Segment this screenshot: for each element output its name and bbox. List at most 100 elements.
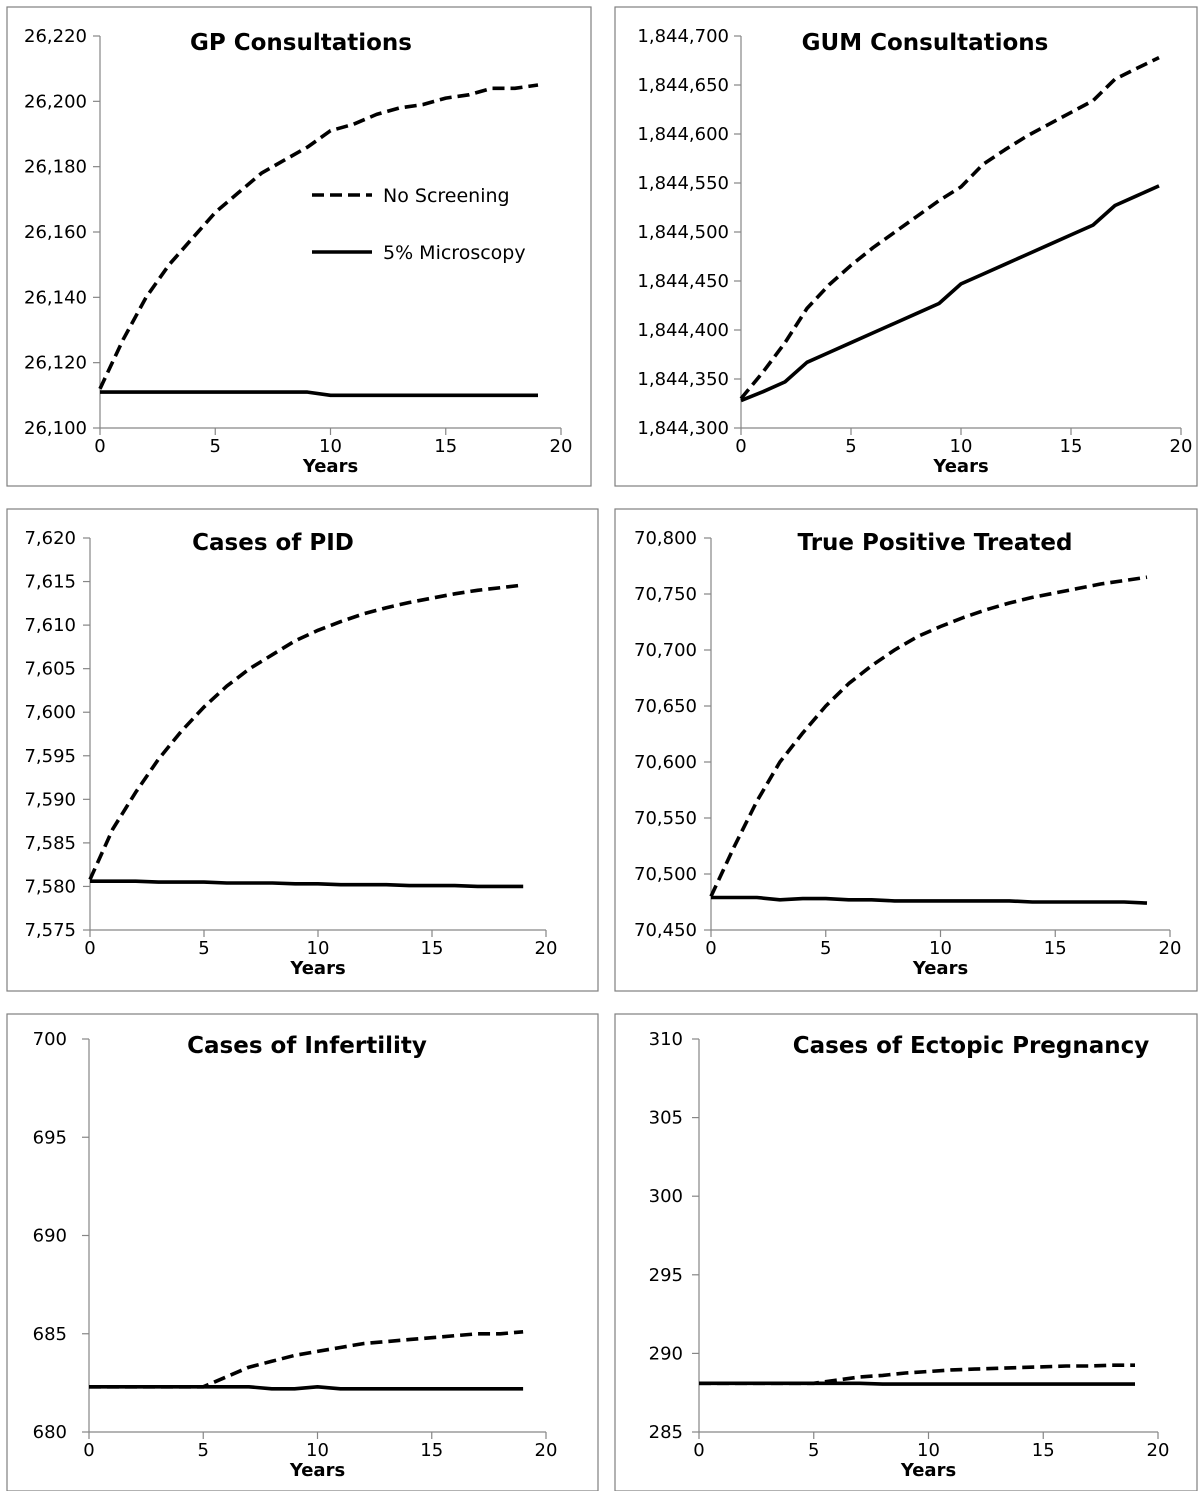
- series-line-no-screening: [88, 583, 524, 881]
- x-tick-label: 15: [434, 436, 457, 457]
- y-tick-label: 1,844,650: [637, 75, 729, 96]
- y-tick-label: 7,585: [24, 833, 76, 854]
- y-tick-label: 70,550: [634, 808, 697, 829]
- y-tick-label: 26,120: [24, 353, 87, 374]
- y-tick-label: 7,605: [24, 659, 76, 680]
- y-tick-label: 26,180: [24, 157, 87, 178]
- y-tick-label: 70,650: [634, 696, 697, 717]
- y-tick-label: 285: [649, 1422, 683, 1443]
- panel-frame: [614, 1013, 1198, 1491]
- chart-panel-2: 1,844,300 1,844,350 1,844,400 1,844,450 1,84…: [614, 6, 1198, 487]
- legend: No Screening 5% Microscopy: [312, 185, 526, 264]
- y-tick-label: 70,750: [634, 584, 697, 605]
- x-tick-label: 5: [808, 1440, 819, 1461]
- chart-title: Cases of Infertility: [187, 1033, 427, 1059]
- y-tick-label: 7,595: [24, 746, 76, 767]
- series-line-no-screening: [739, 55, 1160, 400]
- x-tick-label: 5: [820, 938, 831, 959]
- y-tick-label: 1,844,400: [637, 320, 729, 341]
- x-tick-label: 0: [83, 1440, 94, 1461]
- series-line-5pct-microscopy: [699, 1381, 1135, 1386]
- y-tick-label: 26,160: [24, 222, 87, 243]
- y-tick-label: 1,844,300: [637, 418, 729, 439]
- x-tick-label: 10: [950, 436, 973, 457]
- series-line-5pct-microscopy: [100, 390, 538, 398]
- y-tick-label: 70,600: [634, 752, 697, 773]
- y-tick-label: 1,844,600: [637, 124, 729, 145]
- y-tick-label: 70,450: [634, 920, 697, 941]
- x-tick-label: 5: [198, 938, 209, 959]
- y-tick-label: 685: [33, 1324, 67, 1345]
- chart-panel-1: 26,100 26,120 26,140 26,160 26,180 26,200 26,2…: [6, 6, 592, 487]
- x-tick-label: 15: [1044, 938, 1067, 959]
- x-tick-label: 5: [845, 436, 856, 457]
- series-line-no-screening: [709, 575, 1148, 898]
- y-tick-label: 680: [33, 1422, 67, 1443]
- legend-label: No Screening: [383, 185, 510, 207]
- x-tick-label: 20: [550, 436, 573, 457]
- y-tick-label: 290: [649, 1343, 683, 1364]
- y-tick-label: 70,700: [634, 640, 697, 661]
- series-line-5pct-microscopy: [89, 1385, 524, 1391]
- series-line-no-screening: [98, 83, 539, 390]
- x-tick-label: 10: [307, 938, 330, 959]
- x-tick-label: 10: [319, 436, 342, 457]
- chart-panel-6: 285 290 295 300 305 310 0 5 10 15 20 Years Cases of …: [614, 1013, 1198, 1491]
- panel-frame: [614, 6, 1198, 487]
- y-tick-label: 7,600: [24, 702, 76, 723]
- x-axis-title: Years: [912, 958, 968, 979]
- y-tick-label: 7,580: [24, 876, 76, 897]
- chart-panel-4: 70,450 70,500 70,550 70,600 70,650 70,700 70,7…: [614, 508, 1198, 992]
- y-tick-label: 7,620: [24, 528, 76, 549]
- series-line-no-screening: [699, 1363, 1135, 1386]
- x-tick-label: 0: [735, 436, 746, 457]
- y-tick-label: 7,610: [24, 615, 76, 636]
- y-tick-label: 70,800: [634, 528, 697, 549]
- y-tick-label: 695: [33, 1127, 67, 1148]
- x-axis-title: Years: [289, 1460, 345, 1481]
- x-axis-title: Years: [900, 1460, 956, 1481]
- y-tick-label: 700: [33, 1029, 67, 1050]
- x-tick-label: 20: [1147, 1440, 1170, 1461]
- x-tick-label: 20: [1159, 938, 1182, 959]
- panel-frame: [614, 508, 1198, 992]
- panel-frame: [6, 6, 592, 487]
- x-axis-title: Years: [302, 456, 358, 477]
- x-tick-label: 10: [929, 938, 952, 959]
- y-tick-label: 1,844,700: [637, 26, 729, 47]
- y-tick-label: 1,844,350: [637, 369, 729, 390]
- x-tick-label: 15: [421, 938, 444, 959]
- chart-title: Cases of PID: [192, 530, 354, 556]
- x-tick-label: 0: [705, 938, 716, 959]
- x-tick-label: 0: [693, 1440, 704, 1461]
- y-tick-label: 26,140: [24, 287, 87, 308]
- y-tick-label: 26,220: [24, 26, 87, 47]
- series-line-5pct-microscopy: [90, 879, 524, 889]
- y-tick-label: 690: [33, 1226, 67, 1247]
- y-tick-label: 26,100: [24, 418, 87, 439]
- chart-title: Cases of Ectopic Pregnancy: [793, 1033, 1150, 1059]
- chart-panel-3: 7,575 7,580 7,585 7,590 7,595 7,600 7,605 7,610…: [6, 508, 599, 992]
- panel-frame: [6, 1013, 599, 1491]
- y-tick-label: 26,200: [24, 91, 87, 112]
- series-line-no-screening: [89, 1330, 524, 1389]
- legend-label: 5% Microscopy: [383, 242, 526, 264]
- x-tick-label: 0: [94, 436, 105, 457]
- x-tick-label: 0: [84, 938, 95, 959]
- x-axis-title: Years: [289, 958, 345, 979]
- y-tick-label: 1,844,450: [637, 271, 729, 292]
- x-tick-label: 10: [306, 1440, 329, 1461]
- series-line-5pct-microscopy: [711, 895, 1148, 905]
- y-tick-label: 305: [649, 1108, 683, 1129]
- y-tick-label: 1,844,500: [637, 222, 729, 243]
- y-tick-label: 7,615: [24, 572, 76, 593]
- y-tick-label: 300: [649, 1186, 683, 1207]
- x-tick-label: 15: [420, 1440, 443, 1461]
- y-tick-label: 295: [649, 1265, 683, 1286]
- x-tick-label: 10: [917, 1440, 940, 1461]
- y-tick-label: 7,590: [24, 789, 76, 810]
- y-tick-label: 70,500: [634, 864, 697, 885]
- y-tick-label: 310: [649, 1029, 683, 1050]
- x-tick-label: 20: [1170, 436, 1193, 457]
